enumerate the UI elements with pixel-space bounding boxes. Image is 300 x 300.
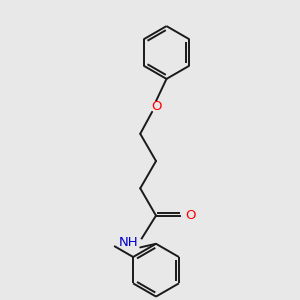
Text: O: O bbox=[151, 100, 161, 113]
Text: NH: NH bbox=[119, 236, 139, 249]
Text: O: O bbox=[185, 209, 195, 222]
